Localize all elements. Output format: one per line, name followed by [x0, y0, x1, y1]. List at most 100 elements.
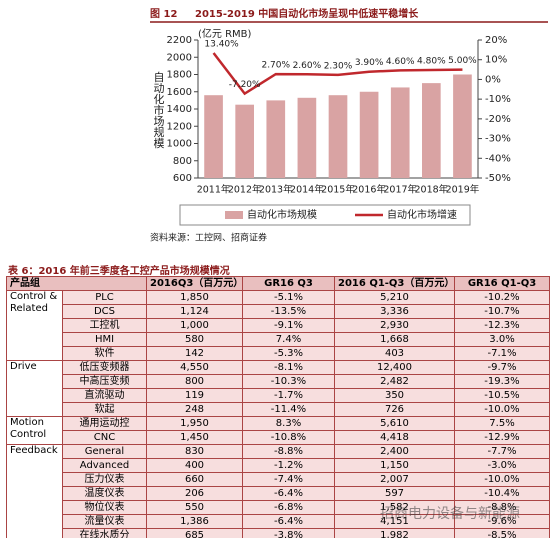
table-cell: -10.0% [454, 402, 550, 417]
table-cell: 软件 [62, 346, 147, 361]
group-cell: Feedback [6, 444, 63, 538]
figure-label: 图 12 [150, 8, 177, 20]
table-cell: -1.7% [242, 388, 335, 403]
table-cell: 580 [146, 332, 243, 347]
table-cell: 12,400 [334, 360, 455, 375]
table-cell: 3.0% [454, 332, 550, 347]
table-row: 中高压变频 800 -10.3% 2,482 -19.3% [7, 374, 550, 389]
table-cell: 1,124 [146, 304, 243, 319]
y2-tick-label: 20% [485, 35, 507, 46]
table-cell: 3,336 [334, 304, 455, 319]
table-cell: PLC [62, 290, 147, 305]
header-row: 产品组 2016Q3（百万元） GR16 Q3 2016 Q1-Q3（百万元） GR16… [6, 276, 550, 291]
table-cell: 800 [146, 374, 243, 389]
table-cell: 550 [146, 500, 243, 515]
header-cell: GR16 Q1-Q3 [454, 276, 550, 291]
table-cell: 工控机 [62, 318, 147, 333]
table-cell: 5,210 [334, 290, 455, 305]
table-cell: 压力仪表 [62, 472, 147, 487]
table-cell: 流量仪表 [62, 514, 147, 529]
y2-tick-label: -20% [485, 114, 511, 125]
x-tick-label: 2011年 [197, 184, 231, 196]
table-cell: -6.8% [242, 500, 335, 515]
table-row: 直流驱动 119 -1.7% 350 -10.5% [7, 388, 550, 403]
table-cell: 温度仪表 [62, 486, 147, 501]
table-cell: -10.4% [454, 486, 550, 501]
y-tick-label: 800 [173, 156, 192, 167]
table-cell: 1,386 [146, 514, 243, 529]
table-cell: 直流驱动 [62, 388, 147, 403]
value-label: 2.30% [324, 61, 353, 71]
table-cell: -10.7% [454, 304, 550, 319]
table-cell: 142 [146, 346, 243, 361]
y2-tick-label: -30% [485, 134, 511, 145]
table-cell: -10.2% [454, 290, 550, 305]
y-axis-title: 自动化市场规模 [152, 71, 165, 148]
legend-label: 自动化市场增速 [387, 208, 457, 221]
table-cell: -7.7% [454, 444, 550, 459]
bar [359, 91, 379, 178]
x-tick-label: 2012年 [228, 184, 262, 196]
table-cell: 2,007 [334, 472, 455, 487]
table-row: Advanced 400 -1.2% 1,150 -3.0% [7, 458, 550, 473]
table-cell: 软起 [62, 402, 147, 417]
bar [204, 95, 223, 178]
table-cell: 2,482 [334, 374, 455, 389]
bar [422, 83, 441, 178]
table-cell: -8.8% [242, 444, 335, 459]
table-cell: -12.3% [454, 318, 550, 333]
y2-tick-label: -40% [485, 153, 511, 164]
group-cell: Motion Control [6, 416, 63, 445]
table-cell: 1,982 [334, 528, 455, 538]
table-cell: -6.4% [242, 486, 335, 501]
y-tick-label: 600 [173, 173, 192, 184]
legend-box [179, 204, 471, 226]
table-row: CNC 1,450 -10.8% 4,418 -12.9% [7, 430, 550, 445]
x-tick-label: 2018年 [414, 184, 448, 196]
y-tick-label: 1400 [167, 104, 192, 115]
table-cell: HMI [62, 332, 147, 347]
table-cell: -13.5% [242, 304, 335, 319]
table-cell: 7.5% [454, 416, 550, 431]
table-title: 表 6：2016 年前三季度各工控产品市场规模情况 [8, 266, 230, 277]
table-cell: General [62, 444, 147, 459]
table-cell: -8.1% [242, 360, 335, 375]
table-cell: -10.0% [454, 472, 550, 487]
y-tick-label: 2200 [167, 35, 192, 46]
table-row: 软起 248 -11.4% 726 -10.0% [7, 402, 550, 417]
table-row: 压力仪表 660 -7.4% 2,007 -10.0% [7, 472, 550, 487]
bar [328, 95, 348, 178]
y-tick-label: 1000 [167, 139, 192, 150]
table-cell: 7.4% [242, 332, 335, 347]
table-row: HMI 580 7.4% 1,668 3.0% [7, 332, 550, 347]
value-label: 4.80% [417, 56, 446, 66]
y-tick-label: 1200 [167, 121, 192, 132]
table-cell: Advanced [62, 458, 147, 473]
table: 产品组 2016Q3（百万元） GR16 Q3 2016 Q1-Q3（百万元） GR16… [6, 276, 550, 538]
table-cell: -5.3% [242, 346, 335, 361]
table-row: Control & Related PLC 1,850 -5.1% 5,210 -10.2… [6, 290, 550, 361]
table-cell: 400 [146, 458, 243, 473]
table-cell: 2,930 [334, 318, 455, 333]
table-cell: -1.2% [242, 458, 335, 473]
bar [390, 87, 410, 178]
table-cell: -3.0% [454, 458, 550, 473]
value-label: 2.70% [261, 61, 290, 71]
table-cell: 660 [146, 472, 243, 487]
table-cell: 1,850 [146, 290, 243, 305]
chart: 图 12 2015-2019 中国自动化市场呈现中低速平稳增长 (亿元 RMB)… [150, 7, 548, 244]
group-cell: Control & Related [6, 290, 63, 361]
table-cell: -9.1% [242, 318, 335, 333]
table-cell: 1,582 [334, 500, 455, 515]
x-tick-label: 2016年 [352, 184, 386, 196]
header-cell: 2016 Q1-Q3（百万元） [334, 276, 455, 291]
value-label: 3.90% [355, 58, 384, 68]
value-label: 5.00% [448, 56, 477, 66]
table-cell: -7.1% [454, 346, 550, 361]
bar [266, 100, 286, 178]
group-cell: Drive [6, 360, 63, 417]
table-cell: 1,450 [146, 430, 243, 445]
table-cell: 403 [334, 346, 455, 361]
x-tick-label: 2014年 [290, 184, 324, 196]
